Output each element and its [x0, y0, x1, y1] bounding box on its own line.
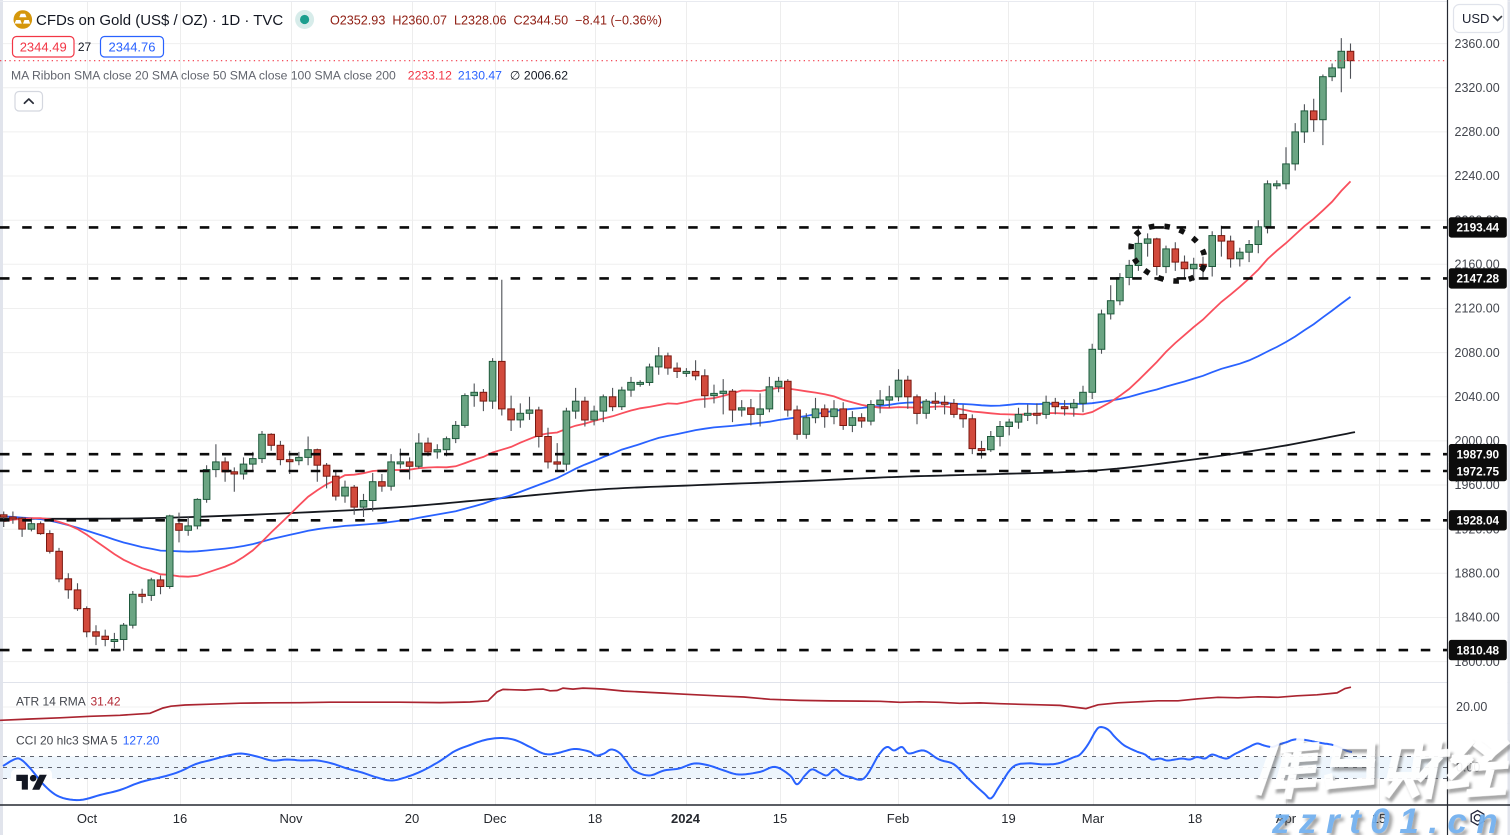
- svg-text:MA Ribbon SMA close 20 SMA clo: MA Ribbon SMA close 20 SMA close 50 SMA …: [11, 69, 568, 83]
- svg-text:Feb: Feb: [887, 811, 909, 826]
- svg-text:2120.00: 2120.00: [1455, 302, 1500, 316]
- svg-text:18: 18: [1188, 811, 1202, 826]
- svg-text:2280.00: 2280.00: [1455, 125, 1500, 139]
- svg-text:2080.00: 2080.00: [1455, 346, 1500, 360]
- svg-text:2240.00: 2240.00: [1455, 169, 1500, 183]
- svg-text:1840.00: 1840.00: [1455, 611, 1500, 625]
- svg-text:2344.76: 2344.76: [109, 39, 156, 54]
- svg-text:2193.44: 2193.44: [1456, 221, 1499, 235]
- svg-text:ATR 14 RMA 31.42: ATR 14 RMA 31.42: [16, 695, 121, 709]
- svg-text:19: 19: [1001, 811, 1015, 826]
- svg-text:16: 16: [173, 811, 187, 826]
- svg-text:Oct: Oct: [77, 811, 98, 826]
- svg-text:1880.00: 1880.00: [1455, 567, 1500, 581]
- svg-text:zzrt01.cn: zzrt01.cn: [1271, 802, 1507, 835]
- svg-text:15: 15: [773, 811, 787, 826]
- svg-text:2360.00: 2360.00: [1455, 37, 1500, 51]
- svg-text:Mar: Mar: [1082, 811, 1105, 826]
- svg-text:Apr: Apr: [1276, 811, 1297, 826]
- svg-text:1928.04: 1928.04: [1456, 514, 1499, 528]
- svg-text:USD: USD: [1462, 11, 1489, 26]
- svg-text:1987.90: 1987.90: [1456, 448, 1499, 462]
- svg-text:Nov: Nov: [279, 811, 303, 826]
- svg-text:2344.49: 2344.49: [20, 39, 67, 54]
- svg-text:CCI 20 hlc3 SMA 5 127.20: CCI 20 hlc3 SMA 5 127.20: [16, 734, 160, 748]
- svg-text:20: 20: [405, 811, 419, 826]
- svg-text:20.00: 20.00: [1456, 700, 1487, 714]
- svg-text:1810.48: 1810.48: [1456, 643, 1499, 657]
- svg-text:15: 15: [1372, 811, 1386, 826]
- svg-text:1972.75: 1972.75: [1456, 464, 1499, 478]
- svg-text:2040.00: 2040.00: [1455, 390, 1500, 404]
- svg-text:2160.00: 2160.00: [1455, 258, 1500, 272]
- svg-text:18: 18: [588, 811, 602, 826]
- svg-text:2320.00: 2320.00: [1455, 81, 1500, 95]
- svg-text:2147.28: 2147.28: [1456, 272, 1499, 286]
- svg-text:27: 27: [78, 40, 92, 54]
- svg-text:2024: 2024: [671, 811, 701, 826]
- svg-text:Dec: Dec: [483, 811, 507, 826]
- svg-text:CFDs on Gold (US$ / OZ) · 1D ·: CFDs on Gold (US$ / OZ) · 1D · TVC: [36, 12, 283, 29]
- svg-text:1960.00: 1960.00: [1455, 478, 1500, 492]
